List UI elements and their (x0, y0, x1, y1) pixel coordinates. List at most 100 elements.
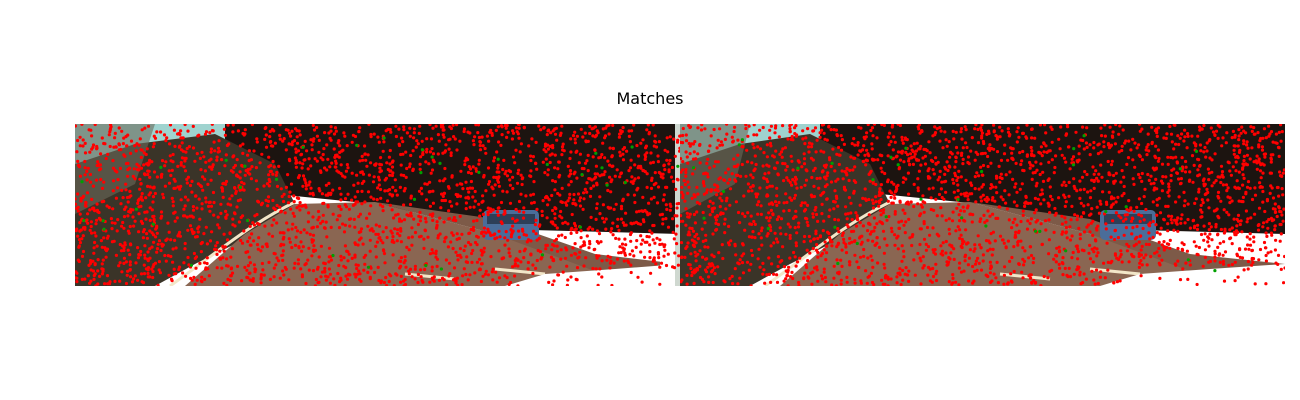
keypoint-dot (716, 189, 720, 193)
keypoint-dot (632, 193, 637, 197)
keypoint-dot (224, 209, 228, 213)
keypoint-dot (849, 211, 853, 215)
keypoint-dot (876, 261, 880, 265)
keypoint-dot (753, 154, 757, 158)
keypoint-dot (979, 165, 983, 169)
keypoint-dot (145, 147, 149, 151)
keypoint-dot (255, 140, 259, 144)
keypoint-dot (824, 244, 829, 248)
keypoint-dot (204, 225, 208, 229)
keypoint-dot (827, 231, 831, 236)
keypoint-dot (657, 256, 661, 260)
keypoint-dot (369, 161, 373, 165)
keypoint-dot (785, 176, 789, 180)
keypoint-dot (209, 178, 213, 182)
keypoint-dot (132, 167, 136, 171)
keypoint-dot (1039, 284, 1043, 286)
keypoint-dot (976, 234, 980, 238)
keypoint-dot (616, 217, 620, 221)
keypoint-dot (265, 244, 269, 249)
keypoint-dot (548, 144, 552, 148)
keypoint-dot (604, 217, 608, 221)
keypoint-dot (695, 210, 699, 214)
keypoint-dot (413, 267, 417, 271)
keypoint-dot (785, 164, 789, 169)
keypoint-dot (198, 217, 202, 221)
keypoint-dot (1191, 219, 1195, 223)
keypoint-dot (680, 157, 683, 161)
keypoint-dot (555, 249, 560, 253)
keypoint-dot (325, 143, 329, 147)
keypoint-dot (944, 167, 948, 171)
keypoint-dot (504, 230, 508, 234)
keypoint-dot (707, 280, 711, 284)
keypoint-dot (1185, 146, 1189, 150)
keypoint-dot (89, 224, 93, 229)
keypoint-dot (1206, 198, 1210, 202)
keypoint-dot (1044, 228, 1048, 232)
keypoint-dot (1178, 136, 1182, 140)
keypoint-dot (357, 215, 361, 219)
keypoint-dot (836, 218, 840, 222)
keypoint-dot (844, 251, 849, 255)
keypoint-dot (183, 241, 187, 246)
keypoint-dot (1144, 148, 1148, 152)
keypoint-dot (307, 211, 311, 215)
keypoint-dot (814, 212, 819, 217)
keypoint-dot (222, 181, 226, 185)
keypoint-dot (425, 137, 429, 141)
keypoint-dot (288, 240, 292, 244)
keypoint-dot (681, 141, 685, 145)
keypoint-dot (678, 134, 680, 138)
keypoint-dot (636, 275, 640, 279)
keypoint-dot (76, 205, 80, 209)
keypoint-dot (343, 283, 347, 286)
keypoint-dot (1023, 249, 1027, 253)
keypoint-dot (795, 186, 799, 190)
keypoint-dot (324, 193, 328, 197)
keypoint-dot (482, 246, 486, 250)
keypoint-dot (1216, 124, 1220, 127)
keypoint-dot (497, 184, 501, 188)
keypoint-dot (235, 205, 239, 209)
keypoint-dot (435, 257, 440, 261)
keypoint-dot (1103, 124, 1107, 127)
keypoint-dot (752, 169, 756, 173)
keypoint-dot (410, 275, 414, 279)
keypoint-dot (911, 162, 915, 166)
keypoint-dot (542, 148, 546, 152)
keypoint-dot (275, 203, 279, 208)
keypoint-dot (752, 124, 756, 127)
keypoint-dot (195, 235, 199, 239)
keypoint-dot (682, 179, 686, 183)
keypoint-dot (622, 259, 626, 263)
keypoint-dot (673, 214, 677, 218)
keypoint-dot (80, 277, 84, 281)
keypoint-dot (507, 247, 511, 251)
keypoint-dot (598, 267, 602, 271)
keypoint-dot (841, 231, 845, 235)
keypoint-dot (1071, 155, 1076, 159)
keypoint-dot (210, 129, 214, 133)
keypoint-dot (623, 253, 628, 257)
keypoint-dot (1188, 263, 1192, 267)
keypoint-dot (110, 221, 114, 225)
keypoint-dot (1068, 238, 1073, 242)
keypoint-dot (920, 205, 924, 209)
keypoint-dot (379, 196, 383, 200)
keypoint-dot (1259, 163, 1263, 167)
keypoint-dot (108, 130, 112, 134)
keypoint-dot (559, 131, 563, 135)
keypoint-dot (720, 143, 724, 147)
keypoint-dot (78, 212, 82, 216)
keypoint-dot (495, 280, 499, 284)
keypoint-dot (1065, 236, 1069, 240)
keypoint-dot (866, 238, 870, 242)
keypoint-dot (653, 171, 657, 175)
keypoint-dot (288, 159, 292, 163)
keypoint-dot (1062, 180, 1066, 184)
keypoint-dot (1202, 224, 1206, 228)
keypoint-dot (353, 255, 357, 259)
keypoint-dot (575, 230, 579, 234)
keypoint-dot (226, 124, 230, 127)
